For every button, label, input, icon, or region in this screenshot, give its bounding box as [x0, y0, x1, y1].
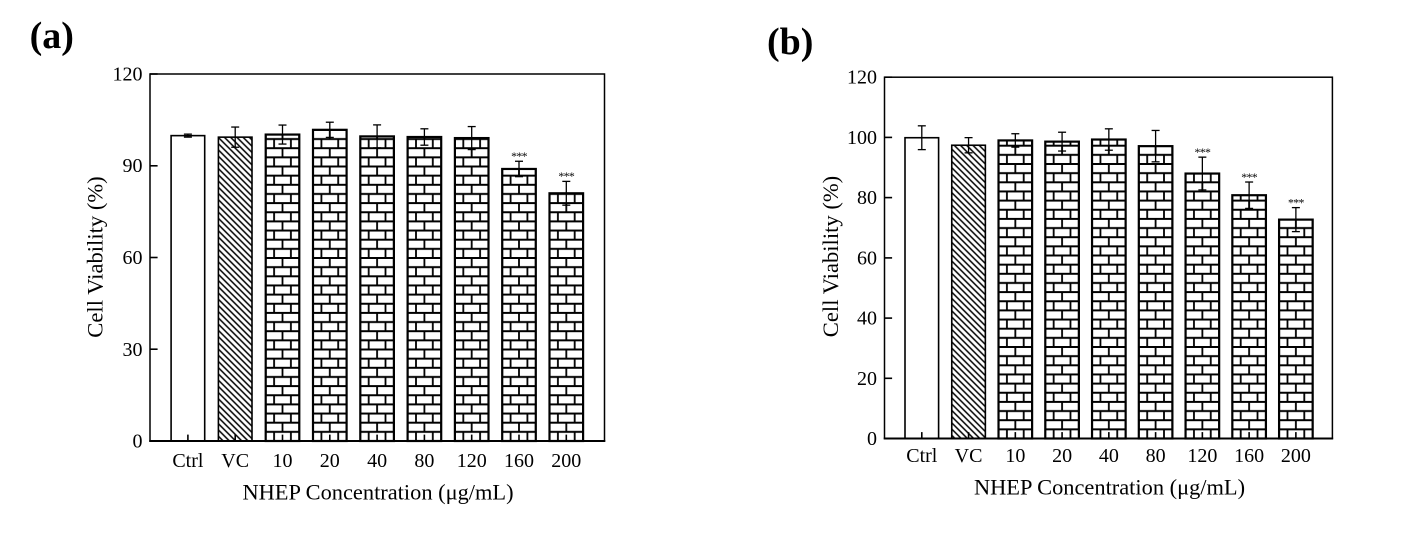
svg-text:10: 10: [1005, 445, 1025, 467]
svg-text:***: ***: [511, 149, 527, 163]
svg-text:160: 160: [1234, 445, 1264, 467]
svg-text:0: 0: [133, 431, 143, 453]
svg-text:60: 60: [123, 247, 143, 269]
svg-text:100: 100: [847, 127, 877, 149]
svg-text:NHEP Concentration (μg/mL): NHEP Concentration (μg/mL): [242, 480, 513, 505]
svg-text:80: 80: [1146, 445, 1166, 467]
svg-text:40: 40: [367, 450, 387, 472]
svg-text:20: 20: [320, 450, 340, 472]
svg-text:20: 20: [857, 368, 877, 390]
svg-text:VC: VC: [955, 445, 983, 467]
svg-text:120: 120: [847, 67, 877, 89]
svg-text:Cell Viability (%): Cell Viability (%): [83, 176, 108, 337]
svg-text:30: 30: [123, 339, 143, 361]
svg-text:0: 0: [867, 428, 877, 450]
svg-text:200: 200: [1281, 445, 1311, 467]
svg-text:120: 120: [113, 64, 143, 86]
svg-text:Ctrl: Ctrl: [172, 450, 204, 472]
svg-text:120: 120: [457, 450, 487, 472]
svg-text:40: 40: [1099, 445, 1119, 467]
svg-text:40: 40: [857, 308, 877, 330]
svg-text:200: 200: [551, 450, 581, 472]
svg-text:***: ***: [558, 169, 574, 183]
svg-text:120: 120: [1187, 445, 1217, 467]
svg-text:(b): (b): [767, 21, 813, 63]
svg-text:NHEP Concentration (μg/mL): NHEP Concentration (μg/mL): [974, 475, 1245, 500]
svg-text:160: 160: [504, 450, 534, 472]
svg-text:***: ***: [1194, 145, 1210, 159]
svg-text:80: 80: [414, 450, 434, 472]
svg-text:***: ***: [1241, 170, 1257, 184]
svg-text:Cell Viability (%): Cell Viability (%): [818, 176, 843, 337]
svg-text:20: 20: [1052, 445, 1072, 467]
svg-text:(a): (a): [30, 15, 74, 57]
svg-text:***: ***: [1288, 195, 1304, 209]
svg-text:Ctrl: Ctrl: [906, 445, 938, 467]
svg-text:80: 80: [857, 187, 877, 209]
svg-text:90: 90: [123, 155, 143, 177]
svg-text:10: 10: [273, 450, 293, 472]
svg-text:60: 60: [857, 247, 877, 269]
svg-text:VC: VC: [221, 450, 249, 472]
